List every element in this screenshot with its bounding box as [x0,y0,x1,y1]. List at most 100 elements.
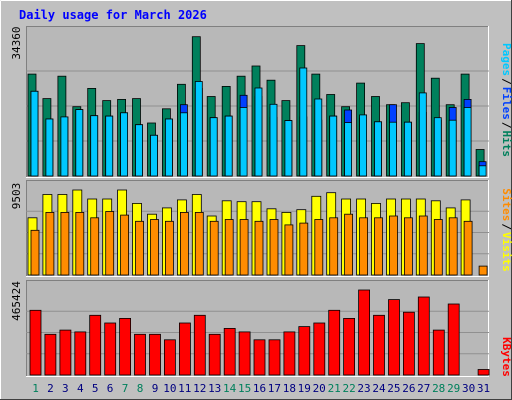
day-label-17: 17 [268,382,281,395]
bar-pages-day-16 [254,87,263,177]
day-label-1: 1 [32,382,39,395]
bar-pages-day-19 [299,67,308,177]
bar-sites-day-3 [60,211,70,276]
legend-visits: Visits [500,232,512,272]
bar-pages-day-21 [329,115,338,177]
bar-pages-day-7 [120,112,128,177]
bar-kbytes-day-8 [134,333,146,376]
bar-pages-day-31 [478,165,487,177]
bar-kbytes-day-24 [373,314,385,376]
kbytes-panel [26,280,490,377]
bar-kbytes-day-10 [163,339,176,376]
bar-pages-day-10 [164,118,173,177]
bar-kbytes-day-15 [238,331,251,376]
bar-kbytes-day-12 [193,314,206,376]
bar-sites-day-10 [164,220,174,276]
bar-kbytes-day-21 [328,309,341,376]
bar-pages-day-17 [269,103,278,177]
bar-kbytes-day-16 [253,339,266,376]
bar-sites-day-18 [284,224,294,276]
bar-sites-day-14 [224,219,234,276]
bar-kbytes-day-26 [402,311,415,376]
bar-kbytes-day-2 [44,333,57,376]
bar-sites-day-26 [403,217,413,276]
bar-sites-day-25 [389,215,398,276]
hits-max-label: 34360 [10,26,23,59]
bar-sites-day-31 [478,265,488,276]
bar-sites-day-17 [269,219,279,276]
bar-kbytes-day-20 [313,322,326,376]
bar-sites-day-19 [299,222,309,276]
bar-sites-day-21 [329,217,339,276]
day-label-9: 9 [152,382,159,395]
day-label-10: 10 [163,382,176,395]
bar-sites-day-2 [45,211,55,276]
svg-text:Pages/Files/Hits: Pages/Files/Hits [500,43,512,157]
bar-pages-day-2 [45,118,54,177]
day-label-8: 8 [137,382,144,395]
bar-kbytes-day-4 [74,331,87,376]
bar-kbytes-day-14 [223,327,236,376]
bar-sites-day-11 [179,211,189,276]
bar-sites-day-9 [150,219,159,276]
bar-sites-day-23 [359,217,369,276]
bar-pages-day-28 [433,117,442,177]
bar-sites-day-20 [314,219,324,276]
day-label-6: 6 [107,382,114,395]
day-label-22: 22 [342,382,355,395]
kbytes-panel-legend: KBytes [500,337,512,377]
bar-pages-day-29 [448,119,457,177]
bar-sites-day-15 [239,219,249,276]
bar-kbytes-day-9 [149,333,161,376]
day-label-3: 3 [62,382,69,395]
bar-pages-day-4 [75,109,84,177]
day-label-18: 18 [283,382,296,395]
bar-kbytes-day-6 [104,322,117,376]
day-label-19: 19 [298,382,311,395]
day-label-21: 21 [328,382,341,395]
svg-text:Sites/Visits: Sites/Visits [500,188,512,272]
bar-kbytes-day-7 [119,317,131,376]
day-label-25: 25 [387,382,400,395]
day-label-14: 14 [223,382,237,395]
bar-kbytes-day-18 [283,331,296,376]
bar-sites-day-1 [30,229,40,276]
bar-kbytes-day-17 [268,339,281,376]
bar-kbytes-day-29 [447,303,460,376]
bar-sites-day-30 [463,220,473,276]
bar-pages-day-26 [403,121,412,177]
bar-sites-day-6 [105,211,115,276]
bar-pages-day-9 [150,134,158,177]
bar-sites-day-22 [344,213,354,276]
day-label-27: 27 [417,382,430,395]
day-label-12: 12 [193,382,206,395]
bar-pages-day-12 [194,81,203,177]
bar-kbytes-day-22 [343,317,356,376]
bar-kbytes-day-27 [417,296,430,376]
bar-pages-day-24 [374,121,382,177]
legend-pages: Pages [500,43,512,76]
kbytes-max-label: 465424 [10,281,23,321]
bar-kbytes-day-23 [358,289,371,376]
legend-sites: Sites [500,188,512,221]
bar-kbytes-day-5 [89,314,102,376]
bar-kbytes-day-11 [178,322,191,376]
bar-sites-day-7 [120,214,129,276]
day-label-11: 11 [178,382,191,395]
x-axis-day-labels: 1 2 3 4 5 6 7 8 9 10 11 12 13 14 15 16 17 18 19 20 21 22 23 24 2… [32,382,490,395]
bar-kbytes-day-3 [59,329,72,376]
day-label-23: 23 [357,382,370,395]
day-label-20: 20 [313,382,326,395]
bar-sites-day-13 [209,220,219,276]
hits-files-pages-panel [26,26,489,178]
bar-pages-day-25 [389,121,397,177]
bar-pages-day-18 [284,120,293,177]
legend-kbytes: KBytes [500,337,512,377]
day-label-16: 16 [253,382,266,395]
bar-sites-day-29 [448,217,458,276]
bar-kbytes-day-13 [208,333,221,376]
bar-pages-day-6 [105,115,114,177]
day-label-13: 13 [208,382,221,395]
bar-sites-day-4 [75,211,85,276]
day-label-26: 26 [402,382,415,395]
